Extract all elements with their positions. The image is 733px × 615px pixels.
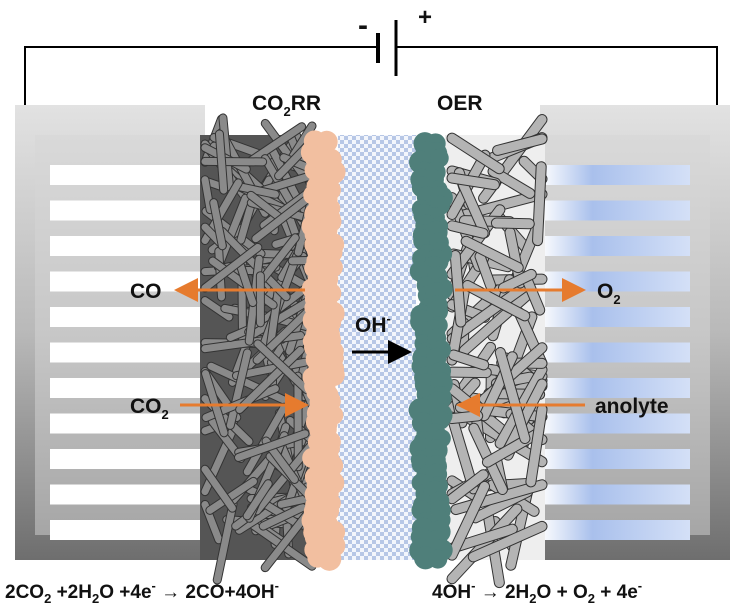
anode-reaction-label: OER (437, 92, 483, 115)
cathode-reaction-label: CO2RR (252, 92, 321, 119)
flow-channel (50, 307, 205, 327)
flow-channel (50, 378, 205, 398)
flow-channel (50, 236, 205, 256)
fiber (538, 167, 542, 241)
circuit (25, 20, 717, 105)
flow-channel (50, 414, 205, 434)
flow-channel (540, 343, 690, 363)
anode-gdl (445, 120, 545, 583)
negative-sign: - (358, 9, 368, 42)
flow-channel (540, 449, 690, 469)
flow-channel (540, 520, 690, 540)
anode-collector (540, 105, 730, 560)
cathode-equation: 2CO2 +2H2O +4e- → 2CO+4OH- (5, 578, 279, 606)
fiber (219, 134, 223, 190)
flow-channel (50, 485, 205, 505)
flow-channel (50, 449, 205, 469)
flow-channel (540, 236, 690, 256)
flow-channel (540, 165, 690, 185)
catalyst-particle (317, 547, 341, 571)
positive-sign: + (418, 4, 432, 31)
cathode-gdl (200, 118, 315, 580)
flow-channel (50, 201, 205, 221)
flow-channel (50, 343, 205, 363)
catalyst-particle (428, 550, 447, 569)
flow-channel (540, 201, 690, 221)
flow-channel (540, 485, 690, 505)
membrane (338, 135, 416, 560)
co-label: CO (130, 280, 162, 303)
anode-equation: 4OH- → 2H2O + O2 + 4e- (432, 578, 642, 606)
fiber (452, 416, 478, 419)
flow-channel (50, 165, 205, 185)
cathode-collector (15, 105, 205, 560)
fiber (496, 223, 529, 224)
anolyte-label: anolyte (595, 395, 669, 418)
flow-channel (50, 520, 205, 540)
oh-label: OH- (355, 311, 391, 337)
flow-channel (540, 307, 690, 327)
